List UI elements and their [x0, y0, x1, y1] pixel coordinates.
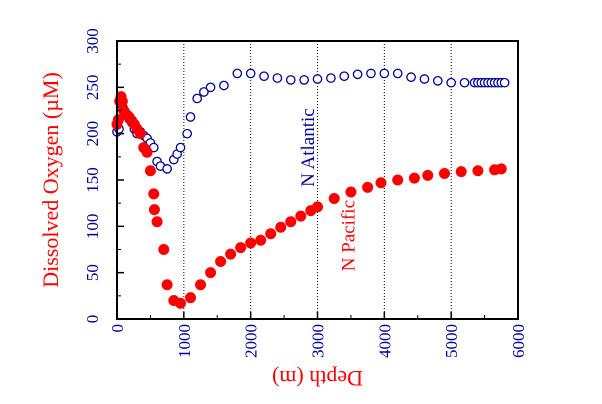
pacific-point: [174, 297, 186, 309]
pacific-point: [112, 114, 124, 126]
pacific-point: [285, 216, 297, 228]
pacific-point: [392, 174, 404, 186]
atlantic-point: [205, 82, 216, 93]
atlantic-point: [259, 71, 269, 82]
atlantic-point: [272, 73, 283, 83]
atlantic-point: [299, 75, 309, 85]
pacific-point: [312, 201, 323, 213]
pacific-point: [295, 210, 307, 222]
atlantic-point: [199, 87, 209, 97]
atlantic-point: [459, 77, 470, 88]
atlantic-point: [192, 93, 203, 104]
y-tick-label: 200: [83, 121, 102, 147]
pacific-point: [472, 165, 484, 177]
pacific-point: [375, 177, 387, 189]
annotation-atlantic: N Atlantic: [298, 108, 319, 187]
series-pacific: [111, 91, 507, 309]
atlantic-point: [406, 72, 416, 82]
pacific-point: [141, 146, 153, 158]
y-tick-label: 300: [83, 28, 102, 54]
pacific-point: [438, 168, 450, 180]
pacific-point: [408, 172, 420, 184]
atlantic-point: [432, 75, 443, 86]
y-axis-label: Dissolved Oxygen (µM): [38, 72, 63, 288]
atlantic-point: [232, 68, 243, 79]
atlantic-point: [379, 68, 390, 79]
pacific-point: [225, 248, 237, 260]
x-tick-label: 3000: [309, 324, 328, 358]
pacific-point: [345, 186, 357, 198]
pacific-point: [116, 95, 128, 107]
atlantic-point: [182, 128, 193, 139]
y-tick-label: 250: [83, 75, 102, 101]
pacific-point: [215, 256, 227, 268]
pacific-point: [495, 163, 507, 175]
pacific-point: [422, 169, 434, 181]
pacific-point: [161, 279, 173, 291]
axis-ticks: [116, 40, 519, 320]
x-tick-label: 0: [108, 324, 127, 333]
y-tick-label: 150: [83, 167, 102, 193]
y-tick-label: 50: [83, 264, 102, 281]
pacific-point: [328, 193, 340, 205]
pacific-point: [158, 244, 170, 255]
pacific-point: [235, 242, 247, 254]
pacific-point: [275, 221, 287, 233]
pacific-point: [265, 228, 277, 240]
atlantic-point: [366, 68, 376, 79]
y-tick-labels: 0 50 100 150 200 250 300: [83, 28, 102, 323]
x-tick-label: 2000: [242, 324, 261, 358]
atlantic-point: [339, 71, 350, 82]
annotation-pacific: N Pacific: [338, 200, 359, 271]
y-tick-label: 0: [83, 315, 102, 324]
pacific-point: [148, 188, 160, 200]
y-tick-label: 100: [83, 214, 102, 240]
atlantic-point: [185, 112, 196, 122]
atlantic-point: [446, 77, 457, 88]
pacific-point: [362, 181, 374, 193]
x-tick-label: 6000: [509, 324, 528, 358]
pacific-point: [144, 165, 156, 177]
pacific-point: [195, 279, 207, 291]
atlantic-point: [312, 74, 323, 84]
x-tick-label: 4000: [375, 324, 394, 358]
pacific-point: [148, 204, 160, 216]
atlantic-point: [326, 73, 336, 83]
pacific-point: [245, 237, 257, 249]
atlantic-point: [219, 80, 229, 91]
pacific-point: [134, 128, 146, 140]
x-axis-label: Depth (m): [272, 366, 363, 391]
atlantic-point: [499, 77, 510, 88]
atlantic-point: [245, 68, 256, 79]
x-tick-labels: 0 1000 2000 3000 4000 5000 6000: [108, 324, 528, 358]
pacific-point: [185, 292, 197, 304]
atlantic-point: [162, 164, 172, 174]
pacific-point: [255, 234, 267, 246]
x-tick-label: 5000: [442, 324, 461, 358]
atlantic-point: [419, 74, 430, 84]
x-tick-label: 1000: [175, 324, 194, 358]
atlantic-point: [392, 68, 403, 79]
atlantic-point: [175, 142, 186, 153]
pacific-point: [151, 216, 163, 228]
pacific-point: [455, 166, 467, 178]
pacific-point: [205, 267, 217, 279]
atlantic-point: [352, 69, 363, 80]
atlantic-point: [285, 75, 296, 85]
